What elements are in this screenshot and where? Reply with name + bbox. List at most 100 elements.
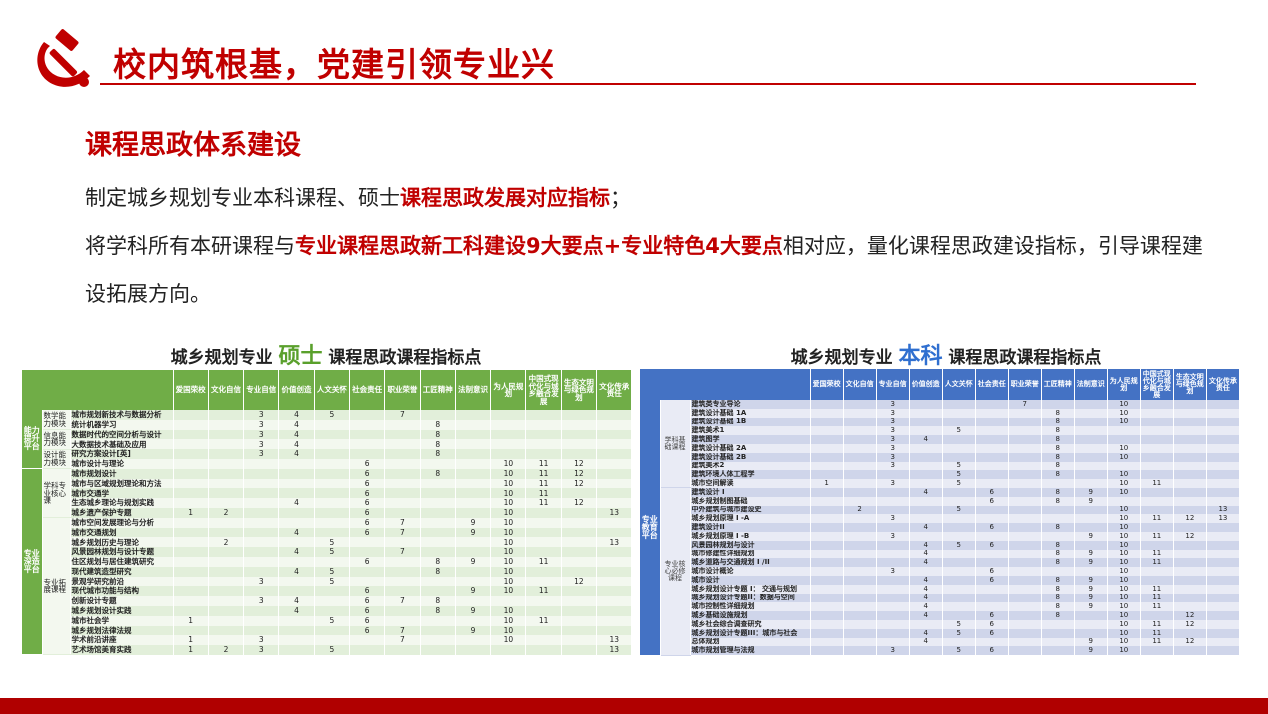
indicator-cell [384, 498, 421, 508]
indicator-cell [810, 426, 844, 436]
indicator-cell: 4 [909, 575, 943, 585]
indicator-cell [278, 576, 315, 587]
indicator-cell [525, 449, 562, 459]
platform-cell: 专业教育平台 [640, 400, 661, 656]
indicator-cell [455, 429, 492, 440]
indicator-cell [975, 426, 1009, 436]
indicator-cell [1008, 584, 1042, 594]
indicator-cell: 4 [278, 410, 315, 420]
indicator-cell [1008, 628, 1042, 638]
highlight-text: 课程思政发展对应指标 [400, 186, 610, 210]
indicator-cell: 4 [278, 605, 315, 616]
indicator-cell: 8 [420, 429, 456, 440]
indicator-cell [208, 498, 245, 508]
column-header: 职业荣誉 [384, 370, 421, 410]
indicator-cell [525, 547, 562, 557]
indicator-cell [455, 645, 492, 655]
indicator-cell: 3 [243, 429, 280, 440]
table-row: 建筑设计II 4 6 8 10 [640, 523, 1241, 532]
indicator-cell: 8 [1041, 443, 1075, 453]
indicator-cell [1074, 514, 1108, 524]
indicator-cell: 6 [975, 540, 1009, 550]
indicator-cell [561, 635, 598, 646]
table-row: 城市社会学 1 5 6 10 11 [22, 615, 633, 626]
indicator-cell: 8 [1041, 426, 1075, 436]
indicator-cell [1008, 602, 1042, 612]
indicator-cell [596, 566, 633, 577]
indicator-cell: 11 [1140, 584, 1174, 594]
indicator-cell: 8 [1041, 602, 1075, 612]
indicator-cell [876, 628, 910, 638]
indicator-cell [810, 417, 844, 427]
indicator-cell [843, 558, 877, 568]
indicator-cell [1041, 505, 1075, 515]
indicator-cell [490, 645, 527, 655]
course-name: 研究方案设计[英] [70, 449, 174, 459]
indicator-cell [314, 419, 351, 430]
indicator-cell: 5 [314, 410, 351, 420]
title-highlight: 硕士 [278, 344, 323, 369]
indicator-cell [173, 419, 209, 430]
indicator-cell: 9 [1074, 637, 1108, 647]
table-row: 建筑设计基础 2B 3 8 10 [640, 452, 1241, 462]
indicator-cell [243, 586, 280, 597]
indicator-cell [909, 646, 943, 656]
indicator-cell [173, 478, 209, 489]
indicator-cell [1107, 496, 1141, 506]
indicator-cell [173, 429, 209, 440]
indicator-cell: 13 [1206, 505, 1241, 515]
hammer-and-sickle-icon [37, 29, 90, 87]
indicator-cell [596, 586, 633, 597]
indicator-cell [349, 439, 386, 450]
table-row: 能力提升平台 数学能力模块 城市规划新技术与数据分析 3 4 5 7 [22, 410, 633, 470]
indicator-cell: 8 [1041, 575, 1075, 585]
indicator-cell: 3 [243, 596, 280, 606]
indicator-cell [1173, 646, 1207, 656]
indicator-cell: 11 [1140, 514, 1174, 524]
indicator-cell [314, 635, 351, 646]
indicator-cell [1008, 505, 1042, 515]
table-row: 城乡基础设施规划 4 6 8 10 12 [640, 611, 1241, 620]
indicator-cell: 10 [490, 586, 527, 597]
indicator-cell [975, 461, 1009, 471]
indicator-cell [1074, 619, 1108, 629]
indicator-cell [173, 566, 209, 577]
title-prefix: 城乡规划专业 [790, 348, 899, 368]
indicator-cell [455, 537, 492, 548]
indicator-cell [1074, 479, 1108, 488]
course-name: 城市规划管理与法规 [690, 646, 811, 656]
indicator-cell: 6 [975, 575, 1009, 585]
text: ； [610, 186, 631, 210]
indicator-cell [384, 458, 421, 469]
indicator-cell: 9 [1074, 575, 1108, 585]
indicator-cell [384, 645, 421, 655]
course-name: 景观学研究前沿 [70, 576, 174, 587]
indicator-cell [1206, 400, 1241, 409]
column-header: 社会责任 [349, 370, 386, 410]
indicator-cell [942, 496, 976, 506]
column-header: 中国式现代化与城乡融合发展 [525, 370, 562, 410]
indicator-cell [455, 458, 492, 469]
indicator-cell [243, 537, 280, 548]
table-row: 生态城乡理论与规划实践 4 6 10 11 12 [22, 498, 633, 508]
table-row: 现代城市功能与结构 6 9 10 11 [22, 586, 633, 597]
indicator-cell [1008, 567, 1042, 576]
course-name: 中外建筑与城市建设史 [690, 505, 811, 515]
indicator-cell [1173, 435, 1207, 444]
indicator-cell: 11 [1140, 479, 1174, 488]
paragraph-2: 将学科所有本研课程与专业课程思政新工科建设9大要点+专业特色4大要点相对应，量化… [85, 222, 1205, 318]
indicator-cell: 1 [173, 635, 209, 646]
course-name: 建筑设计基础 2B [690, 452, 811, 462]
indicator-cell [278, 507, 315, 518]
indicator-cell: 9 [455, 527, 492, 538]
indicator-cell [843, 400, 877, 409]
indicator-cell [278, 645, 315, 655]
indicator-cell: 11 [1140, 531, 1174, 541]
indicator-cell: 12 [561, 458, 598, 469]
indicator-cell [420, 586, 456, 597]
indicator-cell [1206, 496, 1241, 506]
table-row: 专业核心必修课程 建筑设计 I 4 6 8 9 10 [640, 487, 1241, 656]
indicator-cell: 9 [1074, 593, 1108, 603]
indicator-cell [1140, 461, 1174, 471]
indicator-cell: 3 [876, 514, 910, 524]
